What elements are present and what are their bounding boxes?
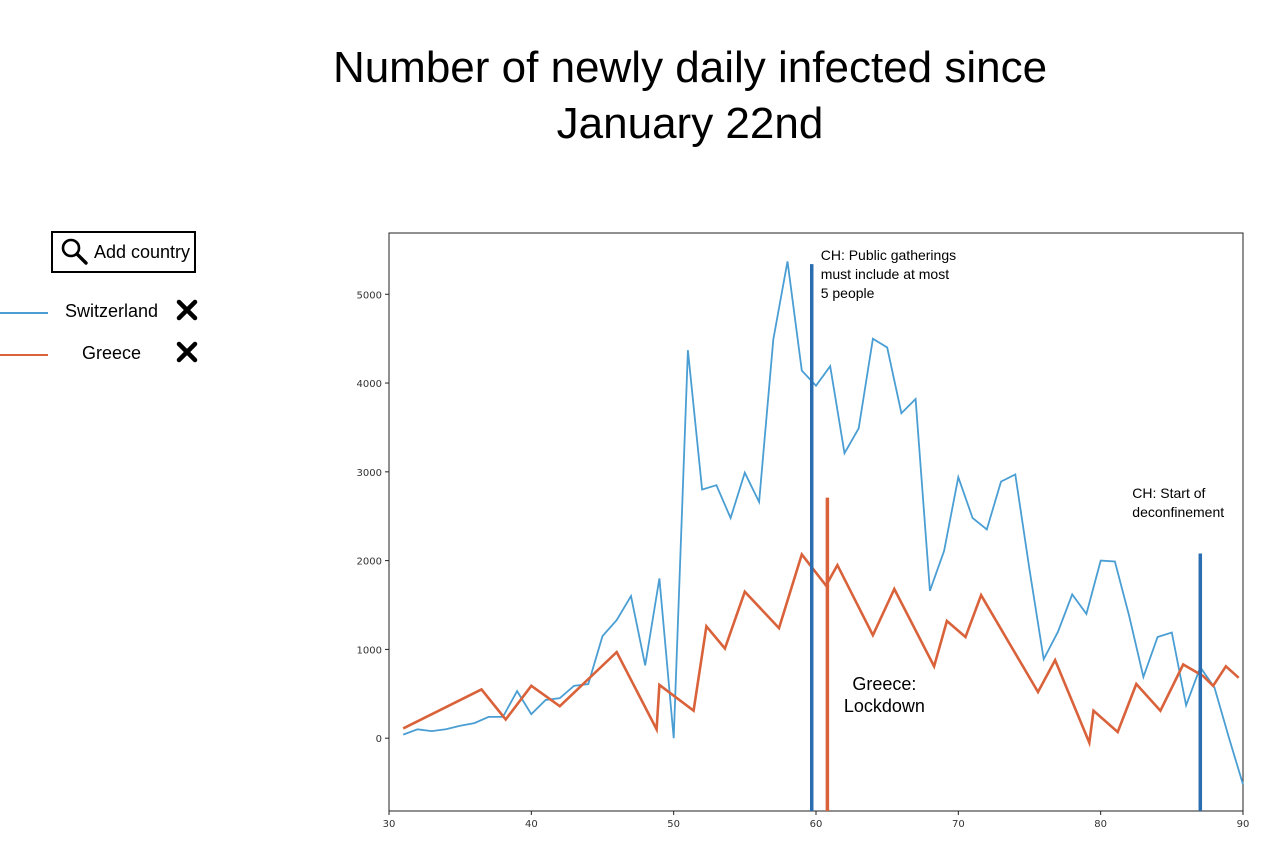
add-country-label: Add country (94, 241, 191, 262)
x-tick-label: 90 (1237, 819, 1250, 830)
x-tick-label: 30 (383, 819, 396, 830)
title-line-2: January 22nd (556, 99, 824, 148)
add-country-button[interactable]: Add country (51, 231, 196, 273)
series-line-switzerland (402, 261, 1244, 785)
y-tick-label: 2000 (357, 557, 382, 568)
legend-item-greece: Greece (0, 340, 210, 370)
x-tick-label: 60 (810, 819, 823, 830)
close-icon[interactable] (175, 298, 199, 322)
legend-label-greece: Greece (82, 343, 142, 363)
annotation-ch-public-gatherings: must include at most (821, 266, 949, 282)
legend-label-switzerland: Switzerland (65, 301, 159, 321)
x-tick-label: 40 (525, 819, 538, 830)
y-tick-label: 1000 (357, 645, 382, 656)
series-line-greece (402, 551, 1240, 748)
annotation-ch-deconfinement: deconfinement (1132, 504, 1224, 520)
legend-line-switzerland (0, 312, 48, 314)
annotation-greece-lockdown: Greece: (852, 674, 916, 694)
annotation-ch-public-gatherings: CH: Public gatherings (821, 247, 956, 263)
chart-title: Number of newly daily infected since Jan… (300, 40, 1080, 152)
x-tick-label: 50 (667, 819, 680, 830)
annotation-ch-deconfinement: CH: Start of (1132, 485, 1205, 501)
close-icon[interactable] (175, 340, 199, 364)
search-icon (61, 238, 88, 265)
title-line-1: Number of newly daily infected since (332, 43, 1048, 92)
annotation-ch-public-gatherings: 5 people (821, 285, 875, 301)
x-tick-label: 70 (952, 819, 965, 830)
plot-frame (388, 232, 1244, 812)
y-tick-label: 4000 (357, 379, 382, 390)
y-tick-label: 5000 (357, 290, 382, 301)
annotation-greece-lockdown: Lockdown (844, 696, 925, 716)
y-tick-label: 0 (376, 734, 382, 745)
legend-line-greece (0, 354, 48, 356)
x-tick-label: 80 (1094, 819, 1107, 830)
legend-item-switzerland: Switzerland (0, 298, 210, 328)
y-tick-label: 3000 (357, 468, 382, 479)
